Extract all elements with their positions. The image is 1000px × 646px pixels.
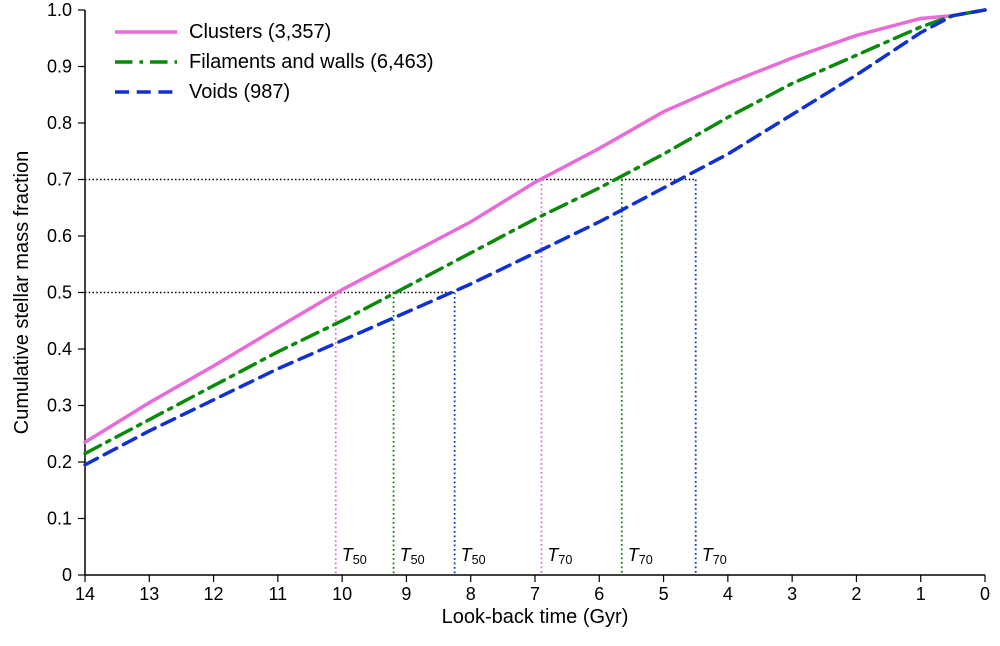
x-tick-label: 5 xyxy=(659,584,669,604)
legend-label: Clusters (3,357) xyxy=(189,21,331,43)
y-tick-label: 0 xyxy=(62,565,72,585)
legend-label: Filaments and walls (6,463) xyxy=(189,51,434,73)
y-tick-label: 0.5 xyxy=(47,283,72,303)
x-tick-label: 4 xyxy=(723,584,733,604)
plot-bg xyxy=(0,0,1000,646)
x-tick-label: 10 xyxy=(332,584,352,604)
y-tick-label: 0.6 xyxy=(47,226,72,246)
y-tick-label: 0.9 xyxy=(47,57,72,77)
x-tick-label: 13 xyxy=(139,584,159,604)
x-tick-label: 11 xyxy=(269,584,288,604)
chart-container: { "chart": { "type": "line", "width": 10… xyxy=(0,0,1000,646)
x-tick-label: 8 xyxy=(466,584,476,604)
x-tick-label: 0 xyxy=(980,584,990,604)
y-tick-label: 0.1 xyxy=(47,509,72,529)
y-tick-label: 0.2 xyxy=(47,452,72,472)
x-axis-label: Look-back time (Gyr) xyxy=(442,606,629,628)
x-tick-label: 14 xyxy=(75,584,95,604)
x-tick-label: 1 xyxy=(916,584,926,604)
x-tick-label: 6 xyxy=(594,584,604,604)
x-tick-label: 9 xyxy=(401,584,411,604)
chart-svg: 1413121110987654321000.10.20.30.40.50.60… xyxy=(0,0,1000,646)
x-tick-label: 7 xyxy=(530,584,540,604)
y-tick-label: 1.0 xyxy=(47,0,72,20)
y-tick-label: 0.3 xyxy=(47,396,72,416)
x-tick-label: 2 xyxy=(851,584,861,604)
x-tick-label: 12 xyxy=(204,584,224,604)
y-tick-label: 0.8 xyxy=(47,113,72,133)
y-tick-label: 0.7 xyxy=(47,170,72,190)
legend-label: Voids (987) xyxy=(189,81,290,103)
y-tick-label: 0.4 xyxy=(47,339,72,359)
y-axis-label: Cumulative stellar mass fraction xyxy=(11,151,33,434)
x-tick-label: 3 xyxy=(787,584,797,604)
